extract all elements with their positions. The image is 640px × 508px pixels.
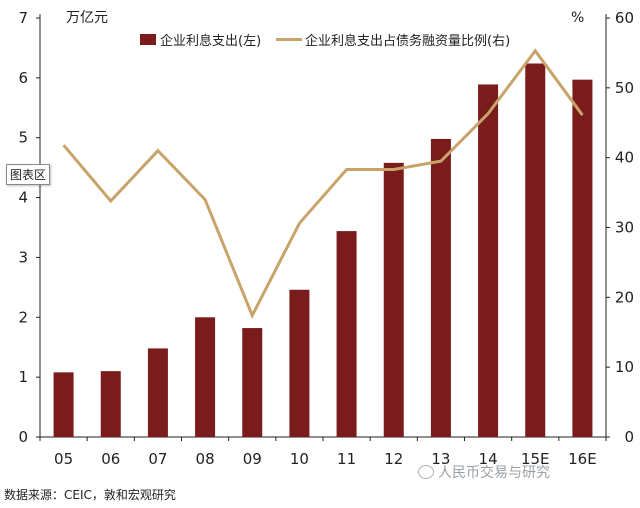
- source-note: 数据来源：CEIC，敦和宏观研究: [4, 488, 176, 502]
- bar: [572, 79, 593, 437]
- left-tick-label: 1: [18, 368, 28, 386]
- chart-area-tag: 图表区: [6, 164, 51, 185]
- x-tick-label: 11: [337, 450, 356, 468]
- bar: [242, 328, 263, 437]
- right-tick-label: 40: [615, 149, 634, 167]
- left-tick-label: 0: [18, 428, 28, 446]
- x-tick-label: 16E: [568, 450, 597, 468]
- bar-series: [53, 63, 593, 438]
- x-tick-label: 10: [290, 450, 309, 468]
- wechat-icon: [418, 465, 434, 479]
- bar: [100, 371, 121, 437]
- x-tick-label: 09: [243, 450, 262, 468]
- x-tick-label: 05: [54, 450, 73, 468]
- bar: [336, 231, 357, 437]
- right-tick-label: 10: [615, 358, 634, 376]
- right-tick-label: 30: [615, 219, 634, 237]
- bar: [289, 289, 310, 437]
- right-tick-label: 60: [615, 9, 634, 27]
- bar: [525, 63, 546, 438]
- right-tick-label: 0: [624, 428, 634, 446]
- watermark: 人民币交易与研究: [418, 462, 550, 482]
- x-tick-label: 12: [384, 450, 403, 468]
- left-tick-label: 6: [18, 69, 28, 87]
- left-tick-label: 7: [18, 9, 28, 27]
- legend-line-label: 企业利息支出占债务融资量比例(右): [305, 33, 510, 49]
- x-tick-label: 07: [148, 450, 167, 468]
- x-tick-label: 15E: [521, 450, 550, 468]
- left-tick-label: 5: [18, 129, 28, 147]
- right-tick-label: 20: [615, 288, 634, 306]
- legend-bar-label: 企业利息支出(左): [160, 33, 261, 49]
- bar: [430, 138, 451, 437]
- right-tick-label: 50: [615, 79, 634, 97]
- bar: [147, 348, 168, 437]
- x-tick-label: 13: [431, 450, 450, 468]
- x-tick-label: 08: [196, 450, 215, 468]
- legend-bar-swatch: [140, 34, 156, 45]
- bar: [383, 162, 404, 437]
- right-axis-unit: %: [571, 10, 584, 26]
- line-series: [62, 48, 584, 320]
- x-tick-label: 06: [101, 450, 120, 468]
- legend: 企业利息支出(左) 企业利息支出占债务融资量比例(右): [140, 33, 510, 49]
- left-tick-label: 4: [18, 189, 28, 207]
- bar: [53, 372, 74, 437]
- bar: [195, 317, 216, 437]
- watermark-text: 人民币交易与研究: [438, 465, 550, 481]
- ratio-line: [62, 48, 584, 320]
- left-tick-label: 3: [18, 248, 28, 266]
- left-axis-unit: 万亿元: [66, 10, 108, 26]
- x-tick-label: 14: [479, 450, 498, 468]
- bar: [478, 84, 499, 437]
- left-tick-label: 2: [18, 308, 28, 326]
